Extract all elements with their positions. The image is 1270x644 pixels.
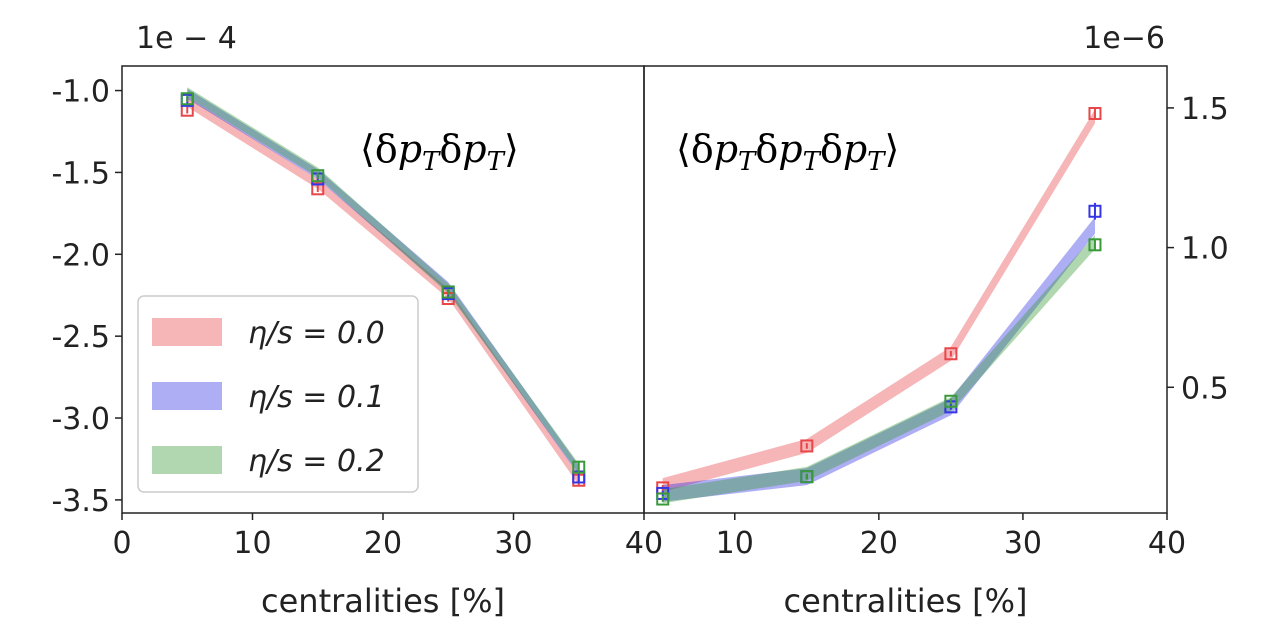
x-tick-label-0-3: 30 — [494, 526, 532, 561]
title-symbol: p — [843, 127, 867, 171]
y-tick-label-0-4: -3.0 — [51, 402, 110, 437]
title-subscript: T — [803, 147, 822, 177]
x-axis-label-1: centralities [%] — [784, 582, 1028, 620]
title-symbol: ⟩ — [885, 127, 900, 171]
marker-1-1-3 — [1088, 204, 1102, 218]
x-tick-label-1-1: 20 — [860, 526, 898, 561]
legend-swatch-0 — [152, 318, 222, 346]
y-tick-label-0-5: -3.5 — [51, 484, 110, 519]
marker-1-0-3 — [1088, 106, 1102, 120]
marker-0-2-2 — [441, 285, 455, 299]
legend-label-1: η/s = 0.1 — [248, 380, 385, 415]
legend-label-0: η/s = 0.0 — [248, 316, 385, 351]
title-symbol: δ — [755, 127, 778, 171]
legend-label-2: η/s = 0.2 — [248, 444, 385, 479]
x-axis-label-0: centralities [%] — [261, 582, 505, 620]
x-tick-label-1-3: 40 — [1148, 526, 1186, 561]
legend-box — [137, 295, 419, 493]
axes-frame-1 — [643, 65, 1168, 514]
x-tick-label-0-0: 0 — [112, 526, 131, 561]
y-tick-label-0-3: -2.5 — [51, 320, 110, 355]
band-1-1 — [662, 216, 1095, 502]
title-symbol: p — [462, 127, 486, 171]
x-tick-label-0-1: 10 — [233, 526, 271, 561]
panel-title: ⟨δpTδpTδpT⟩ — [676, 127, 899, 177]
y-tick-label-0-1: -1.5 — [51, 156, 110, 191]
marker-1-0-1 — [800, 439, 814, 453]
exponent-label-1: 1e−6 — [1083, 21, 1165, 56]
x-tick-label-0-2: 20 — [364, 526, 402, 561]
legend: η/s = 0.0 η/s = 0.1 η/s = 0.2 — [137, 295, 419, 493]
y-tick-label-0-0: -1.0 — [51, 75, 110, 110]
title-symbol: p — [398, 127, 422, 171]
marker-1-0-2 — [944, 347, 958, 361]
title-symbol: p — [778, 127, 802, 171]
legend-swatch-2 — [152, 446, 222, 474]
panel-title: ⟨δpTδpT⟩ — [360, 127, 519, 177]
marker-0-0-1 — [311, 182, 325, 196]
title-subscript: T — [422, 147, 441, 177]
marker-1-2-0 — [656, 492, 670, 506]
title-symbol: ⟨δ — [360, 127, 398, 171]
title-subscript: T — [738, 147, 757, 177]
y-tick-label-1-0: 0.5 — [1181, 371, 1229, 406]
x-tick-label-0-4: 40 — [625, 526, 663, 561]
y-tick-label-1-2: 1.5 — [1181, 92, 1229, 127]
marker-1-2-3 — [1088, 238, 1102, 252]
title-symbol: ⟨δ — [676, 127, 714, 171]
left-panel: 0 10 20 30 40 -1.0 -1.5 -2.0 -2.5 -3.0 -3.5 1e − 4 c… — [51, 21, 663, 620]
y-tick-label-1-1: 1.0 — [1181, 232, 1229, 267]
exponent-label-0: 1e − 4 — [136, 21, 237, 56]
marker-1-2-2 — [944, 394, 958, 408]
y-tick-label-0-2: -2.0 — [51, 238, 110, 273]
title-subscript: T — [867, 147, 886, 177]
x-tick-label-1-2: 30 — [1004, 526, 1042, 561]
title-subscript: T — [487, 147, 506, 177]
marker-0-2-3 — [572, 460, 586, 474]
marker-0-2-1 — [311, 169, 325, 183]
x-tick-label-1-0: 10 — [716, 526, 754, 561]
marker-1-2-1 — [800, 470, 814, 484]
marker-0-2-0 — [180, 92, 194, 106]
title-symbol: δ — [820, 127, 843, 171]
title-symbol: p — [714, 127, 738, 171]
legend-swatch-1 — [152, 382, 222, 410]
title-symbol: δ — [439, 127, 462, 171]
title-symbol: ⟩ — [504, 127, 519, 171]
